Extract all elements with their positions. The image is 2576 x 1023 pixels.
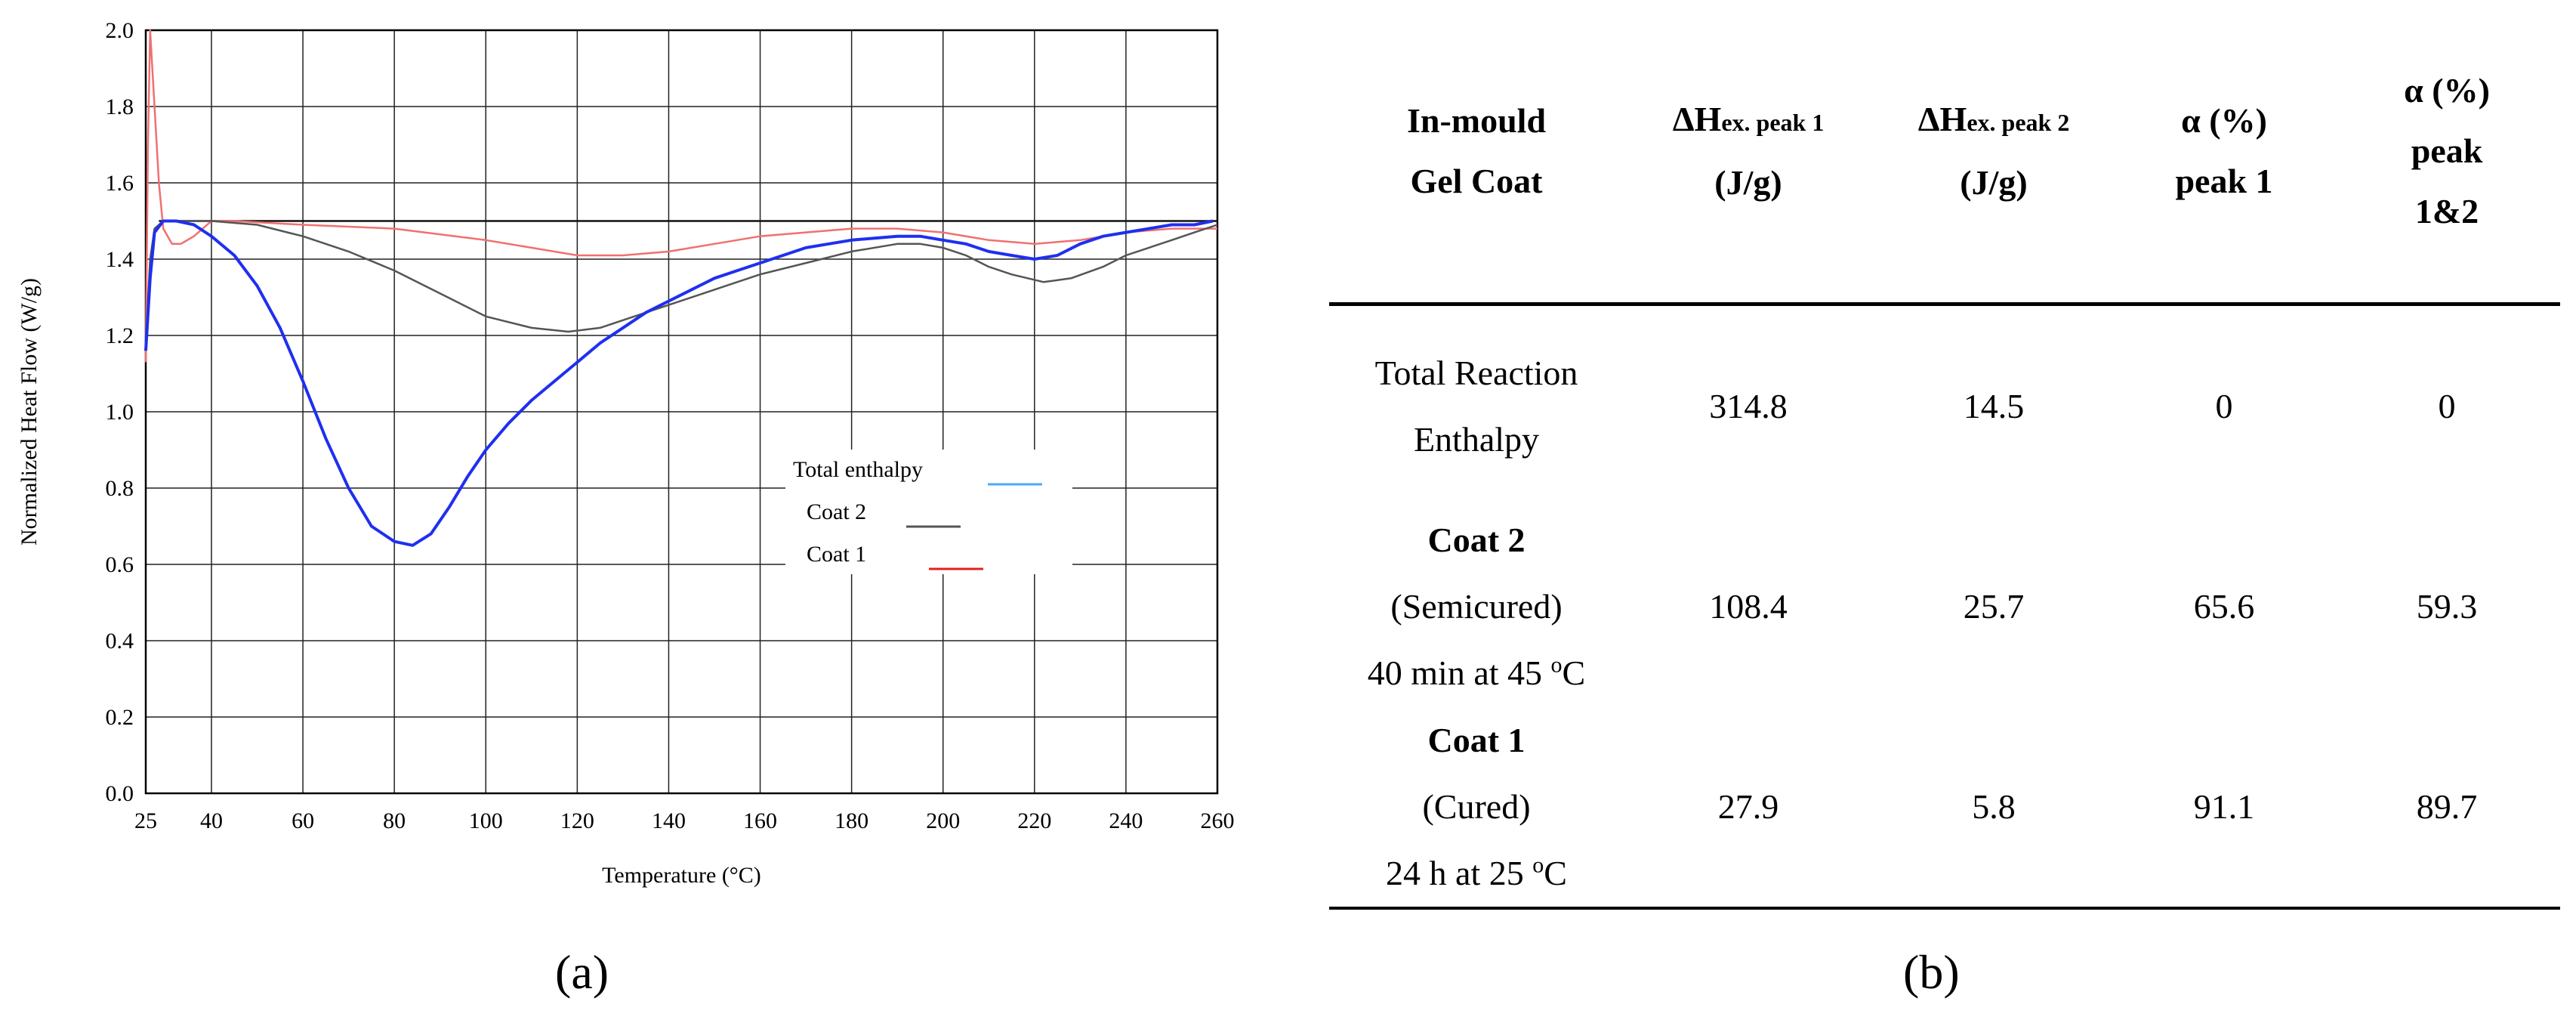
cell-value: 14.5 (1963, 386, 2025, 425)
cell-value: 108.4 (1709, 586, 1788, 626)
heat-flow-chart: 25 40 60 80 100 120 140 160 180 200 220 240 260 0.0 0.… (17, 18, 1235, 888)
header-dh-peak2: ΔHex. peak 2 (J/g) (1917, 100, 2070, 202)
cell-value: 65.6 (2193, 586, 2255, 626)
y-tick-label: 0.8 (106, 476, 134, 501)
plot-frame (144, 29, 1219, 795)
cell-value: 89.7 (2416, 787, 2478, 826)
x-tick-label: 220 (1017, 808, 1051, 833)
x-tick-label: 25 (134, 808, 157, 833)
x-tick-label: 60 (292, 808, 314, 833)
x-tick-label: 40 (200, 808, 223, 833)
header-dh-peak1: ΔHex. peak 1 (J/g) (1672, 100, 1825, 202)
series-line-coat-2 (144, 220, 1218, 344)
x-tick-label: 120 (560, 808, 594, 833)
x-axis-label: Temperature (°C) (602, 863, 761, 888)
row-label: Coat 1 (Cured) 24 h at 25 oC (1386, 720, 1567, 892)
header-alpha-peak1: α (%) peak 1 (2175, 101, 2273, 200)
table-row: Coat 2 (Semicured) 40 min at 45 oC 108.4… (1329, 506, 2560, 706)
cell-value: 25.7 (1963, 586, 2025, 626)
cell-value: 0 (2215, 386, 2233, 425)
y-tick-label: 1.4 (106, 247, 134, 272)
cell-value: 59.3 (2416, 586, 2478, 626)
x-tick-label: 140 (652, 808, 686, 833)
y-tick-label: 0.4 (106, 629, 134, 654)
cell-value: 314.8 (1709, 386, 1788, 425)
enthalpy-table: In-mould Gel Coat ΔHex. peak 1 (J/g) ΔHe… (1329, 0, 2560, 910)
cell-value: 91.1 (2193, 787, 2255, 826)
x-tick-label: 260 (1201, 808, 1235, 833)
y-tick-label: 0.6 (106, 552, 134, 577)
cell-value: 27.9 (1717, 787, 1779, 826)
row-label: Coat 2 (Semicured) 40 min at 45 oC (1367, 520, 1586, 692)
legend-label: Total enthalpy (793, 457, 923, 482)
y-tick-label: 0.0 (106, 781, 134, 806)
x-tick-label: 240 (1109, 808, 1143, 833)
table-row: Total Reaction Enthalpy 314.8 14.5 0 0 (1329, 304, 2560, 507)
series-line-coat-1 (144, 29, 1217, 363)
legend-label: Coat 1 (807, 542, 866, 567)
y-tick-label: 1.8 (106, 94, 134, 119)
y-tick-label: 2.0 (106, 18, 134, 43)
legend-label: Coat 2 (807, 499, 866, 524)
y-axis-label: Normalized Heat Flow (W/g) (17, 278, 42, 545)
y-tick-label: 1.6 (106, 171, 134, 196)
cell-value: 0 (2438, 386, 2456, 425)
legend-box (785, 450, 1072, 574)
x-tick-label: 180 (835, 808, 868, 833)
panel-label-b: (b) (1903, 945, 1960, 999)
x-tick-label: 100 (469, 808, 503, 833)
y-tick-label: 0.2 (106, 705, 134, 730)
cell-value: 5.8 (1972, 787, 2016, 826)
row-label: Total Reaction Enthalpy (1374, 353, 1578, 459)
panel-label-a: (a) (555, 945, 609, 999)
header-alpha-peak12: α (%) peak 1&2 (2404, 71, 2490, 230)
table-header-row: In-mould Gel Coat ΔHex. peak 1 (J/g) ΔHe… (1329, 0, 2560, 304)
x-tick-label: 80 (383, 808, 406, 833)
x-tick-label: 200 (926, 808, 960, 833)
y-tick-label: 1.2 (106, 323, 134, 348)
y-tick-label: 1.0 (106, 400, 134, 425)
series-line-total-enthalpy (144, 219, 1214, 547)
table-row: Coat 1 (Cured) 24 h at 25 oC 27.9 5.8 91… (1329, 706, 2560, 908)
x-tick-label: 160 (743, 808, 777, 833)
header-gel-coat: In-mould Gel Coat (1406, 101, 1547, 200)
